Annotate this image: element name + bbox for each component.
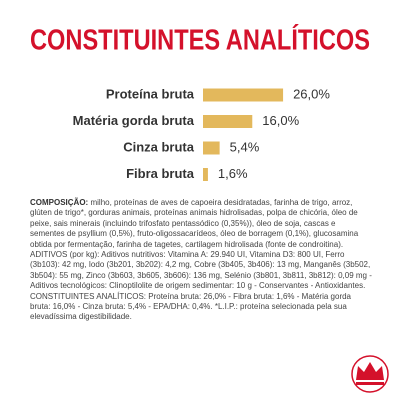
value-label: 16,0% [262,113,299,128]
value-label: 26,0% [293,86,330,101]
category-label: Cinza bruta [123,139,195,154]
bar [203,88,284,102]
chart-title: CONSTITUINTES ANALÍTICOS [30,23,370,57]
bar [203,168,208,181]
category-label: Proteína bruta [106,86,195,101]
composition-text: milho, proteínas de aves de capoeira des… [30,198,372,322]
logo [351,355,389,393]
value-label: 5,4% [230,139,260,154]
composition-label: COMPOSIÇÃO: [30,198,89,207]
category-label: Fibra bruta [126,166,195,181]
bar [203,115,253,128]
category-label: Matéria gorda bruta [73,113,195,128]
value-label: 1,6% [218,166,248,181]
bar [203,141,220,155]
composition: COMPOSIÇÃO: milho, proteínas de aves de … [30,198,372,323]
